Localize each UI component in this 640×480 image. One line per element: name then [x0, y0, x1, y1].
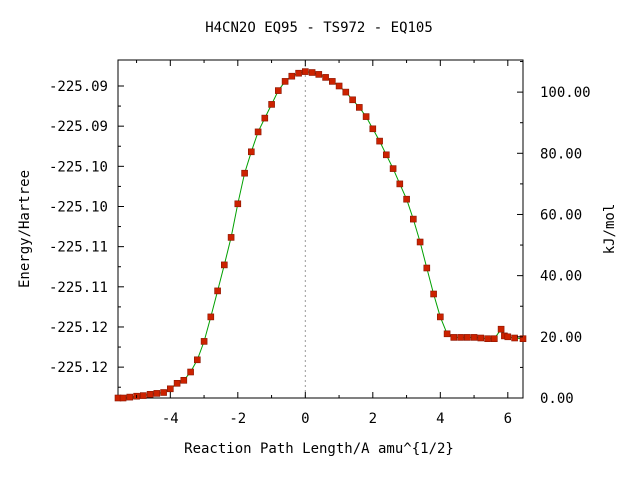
data-point [268, 101, 275, 108]
y-axis-right-label: kJ/mol [602, 204, 618, 255]
y-left-tick-label: -225.10 [49, 159, 108, 175]
y-left-tick-label: -225.09 [49, 79, 108, 95]
data-point [322, 74, 329, 81]
data-point [227, 234, 235, 241]
data-point [146, 390, 154, 398]
y-right-tick-label: 100.00 [540, 85, 591, 101]
data-point [430, 290, 437, 298]
y-right-tick-label: 80.00 [540, 146, 582, 162]
data-point [180, 376, 188, 384]
data-point [423, 264, 431, 272]
data-point [403, 195, 410, 203]
data-point [416, 238, 424, 246]
data-point [248, 148, 255, 156]
data-point [477, 334, 485, 342]
plot-area [117, 59, 524, 399]
data-point [470, 334, 478, 341]
data-point [167, 385, 174, 393]
axis-ticks: -4 -2 0 2 4 6 100.00 80.00 60.00 40.00 20.00 0.00 -2… [49, 60, 591, 427]
data-point [160, 389, 167, 396]
data-point [369, 125, 377, 133]
x-tick-label: 2 [369, 411, 377, 427]
data-point [119, 394, 127, 402]
data-point [484, 335, 491, 343]
data-point [396, 180, 404, 188]
data-point [362, 113, 370, 120]
data-point [389, 165, 397, 172]
data-point [301, 68, 309, 75]
data-point [504, 333, 512, 341]
data-point [382, 151, 390, 159]
data-point [463, 334, 471, 341]
data-point [261, 114, 269, 122]
y-left-tick-label: -225.12 [49, 320, 108, 336]
y-right-tick-label: 60.00 [540, 207, 582, 223]
data-point [335, 82, 343, 90]
x-tick-label: 4 [436, 411, 444, 427]
data-points [114, 68, 527, 402]
y-right-tick-label: 20.00 [540, 330, 582, 346]
data-point [349, 96, 356, 104]
x-tick-label: -4 [162, 411, 179, 427]
data-point [221, 261, 228, 269]
data-point [295, 69, 302, 77]
data-point [490, 335, 498, 343]
data-point [200, 338, 208, 345]
data-point [443, 330, 451, 338]
data-point [274, 87, 282, 94]
plot-frame [117, 59, 524, 399]
data-point [234, 200, 242, 208]
data-point [342, 88, 350, 96]
data-point [254, 128, 262, 136]
data-point [214, 287, 221, 295]
data-point [281, 78, 289, 85]
x-tick-label: 6 [504, 411, 512, 427]
y-left-tick-label: -225.10 [49, 199, 108, 215]
data-point [328, 78, 336, 85]
data-point [308, 69, 316, 76]
chart-title: H4CN2O EQ95 - TS972 - EQ105 [205, 20, 433, 36]
data-point [457, 334, 464, 341]
data-point [207, 313, 215, 321]
data-point [376, 137, 383, 145]
y-left-tick-label: -225.12 [49, 360, 108, 376]
data-point [126, 393, 134, 401]
data-point [436, 313, 444, 321]
data-point [409, 215, 417, 223]
data-point [450, 334, 458, 341]
data-point [315, 71, 323, 78]
data-point [241, 169, 248, 177]
y-right-tick-label: 0.00 [540, 391, 574, 407]
y-left-tick-label: -225.11 [49, 280, 108, 296]
data-point [288, 72, 296, 80]
y-right-tick-label: 40.00 [540, 269, 582, 285]
data-point [187, 368, 194, 376]
x-tick-label: -2 [229, 411, 246, 427]
y-left-tick-label: -225.09 [49, 119, 108, 135]
x-axis-label: Reaction Path Length/A amu^{1/2} [184, 441, 454, 457]
data-point [153, 390, 161, 397]
data-point [497, 325, 505, 333]
data-point [140, 392, 147, 399]
series-line [118, 71, 524, 399]
data-point [511, 334, 518, 342]
data-point [355, 104, 363, 111]
y-left-tick-label: -225.11 [49, 240, 108, 256]
data-point [519, 335, 527, 343]
data-point [173, 379, 181, 387]
y-axis-left-label: Energy/Hartree [17, 170, 33, 288]
x-tick-label: 0 [301, 411, 309, 427]
data-point [194, 356, 201, 364]
